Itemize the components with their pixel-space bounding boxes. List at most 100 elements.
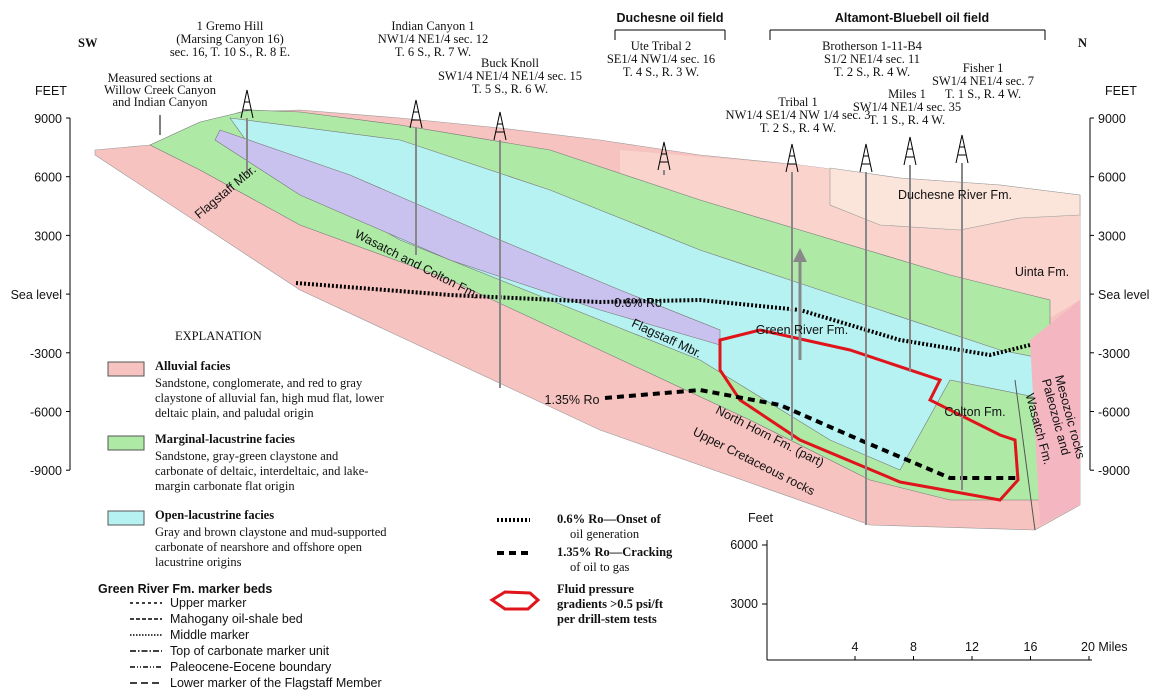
axis-label: -9000 bbox=[1098, 464, 1130, 478]
well-label: Tribal 1 bbox=[778, 95, 817, 109]
unit-label: Duchesne River Fm. bbox=[898, 188, 1012, 202]
swatch-marginal bbox=[107, 435, 145, 451]
marker-item: Top of carbonate marker unit bbox=[170, 644, 330, 658]
arrowhead bbox=[793, 248, 807, 262]
unit-label: 0.6% Ro bbox=[614, 296, 662, 310]
well-label: T. 1 S., R. 4 W. bbox=[945, 87, 1021, 101]
well-label: T. 5 S., R. 6 W. bbox=[472, 82, 548, 96]
derrick bbox=[657, 141, 671, 171]
facies-description: lacustrine origins bbox=[155, 555, 242, 569]
marker-item: Mahogany oil-shale bed bbox=[170, 612, 303, 626]
axis-label: -6000 bbox=[1098, 406, 1130, 420]
well-label: 1 Gremo Hill bbox=[197, 19, 264, 33]
facies-name: Marginal-lacustrine facies bbox=[155, 432, 295, 446]
paleozoic bbox=[1030, 300, 1080, 525]
derrick bbox=[785, 143, 799, 173]
well-label: SE1/4 NW1/4 sec. 16 bbox=[607, 52, 715, 66]
ro-label: 0.6% Ro—Onset of bbox=[557, 512, 662, 526]
well-label: T. 1 S., R. 4 W. bbox=[869, 113, 945, 127]
well-label: SW1/4 NE1/4 sec. 7 bbox=[932, 74, 1034, 88]
measured-sections: Willow Creek Canyon bbox=[104, 83, 217, 97]
derrick bbox=[493, 111, 507, 141]
open-lacustrine bbox=[229, 117, 1051, 471]
derrick bbox=[859, 143, 873, 173]
axis-label: Sea level bbox=[1098, 288, 1149, 302]
well-label: Ute Tribal 2 bbox=[631, 39, 691, 53]
axis-unit: FEET bbox=[1105, 84, 1137, 98]
well-label: Brotherson 1-11-B4 bbox=[822, 39, 923, 53]
facies-name: Alluvial facies bbox=[155, 359, 230, 373]
scale-horizontal-label: 8 bbox=[910, 640, 917, 654]
markers-title: Green River Fm. marker beds bbox=[98, 582, 272, 596]
derrick bbox=[903, 136, 917, 166]
scale-unit: Feet bbox=[748, 511, 774, 525]
scale-horizontal-label: 16 bbox=[1024, 640, 1038, 654]
measured-sections: and Indian Canyon bbox=[112, 95, 208, 109]
derrick bbox=[409, 99, 423, 129]
fluid-label: per drill-stem tests bbox=[557, 612, 657, 626]
unit-label: Uinta Fm. bbox=[1015, 265, 1069, 279]
scale-horizontal-label: 12 bbox=[965, 640, 979, 654]
scale-horizontal-label: 20 Miles bbox=[1081, 640, 1128, 654]
ro-label: oil generation bbox=[570, 527, 640, 541]
fluid-sample bbox=[489, 590, 541, 611]
facies-description: claystone of alluvial fan, high mud flat… bbox=[155, 391, 385, 405]
scale-horizontal-label: 4 bbox=[852, 640, 859, 654]
ro-06-line bbox=[295, 281, 1031, 358]
axis-label: -6000 bbox=[30, 406, 62, 420]
well-label: S1/2 NE1/4 sec. 11 bbox=[824, 52, 920, 66]
unit-label: Colton Fm. bbox=[944, 405, 1005, 419]
well-label: T. 2 S., R. 4 W. bbox=[760, 121, 836, 135]
well-label: SW1/4 NE1/4 NE1/4 sec. 15 bbox=[438, 69, 582, 83]
well-label: Buck Knoll bbox=[481, 56, 540, 70]
derrick bbox=[955, 134, 969, 164]
well-label: Fisher 1 bbox=[963, 61, 1004, 75]
facies-description: carbonate of deltaic, interdeltaic, and … bbox=[155, 464, 368, 478]
well-label: Indian Canyon 1 bbox=[391, 19, 474, 33]
swatch-open bbox=[107, 510, 145, 526]
marker-item: Middle marker bbox=[170, 628, 249, 642]
duchesne-river bbox=[829, 167, 1081, 231]
well-label: T. 4 S., R. 3 W. bbox=[623, 65, 699, 79]
axis-label: 6000 bbox=[1098, 171, 1126, 185]
facies-name: Open-lacustrine facies bbox=[155, 508, 274, 522]
orientation-left: SW bbox=[78, 36, 98, 50]
axis-label: -3000 bbox=[1098, 347, 1130, 361]
field-name: Duchesne oil field bbox=[617, 11, 724, 25]
axis-label: -3000 bbox=[30, 347, 62, 361]
ro-label: 1.35% Ro—Cracking bbox=[557, 545, 673, 559]
ro-label: of oil to gas bbox=[570, 560, 630, 574]
marker-item: Paleocene-Eocene boundary bbox=[170, 660, 332, 674]
facies-description: carbonate of nearshore and offshore open bbox=[155, 540, 363, 554]
swatch-alluvial bbox=[107, 361, 145, 377]
facies-description: Sandstone, conglomerate, and red to gray bbox=[155, 376, 363, 390]
axis-label: 3000 bbox=[34, 229, 62, 243]
axis-label: 9000 bbox=[34, 112, 62, 126]
axis-unit: FEET bbox=[35, 84, 67, 98]
unit-label: 1.35% Ro bbox=[545, 393, 600, 407]
facies-description: margin carbonate flat origin bbox=[155, 479, 295, 493]
explanation-title: EXPLANATION bbox=[175, 329, 262, 343]
fluid-label: Fluid pressure bbox=[557, 582, 634, 596]
axis-label: 9000 bbox=[1098, 112, 1126, 126]
derrick bbox=[240, 89, 254, 119]
axis-label: 3000 bbox=[1098, 229, 1126, 243]
scale-vertical-label: 6000 bbox=[730, 538, 758, 552]
fault bbox=[1014, 379, 1036, 531]
marker-item: Upper marker bbox=[170, 596, 246, 610]
scale-vertical-label: 3000 bbox=[730, 597, 758, 611]
marker-item: Lower marker of the Flagstaff Member bbox=[170, 676, 382, 690]
well-label: NW1/4 NE1/4 sec. 12 bbox=[378, 32, 488, 46]
fluid-label: gradients >0.5 psi/ft bbox=[557, 597, 664, 611]
measured-sections: Measured sections at bbox=[108, 71, 213, 85]
orientation-right: N bbox=[1078, 36, 1087, 50]
axis-label: 6000 bbox=[34, 171, 62, 185]
well-label: T. 6 S., R. 7 W. bbox=[395, 45, 471, 59]
well-label: SW1/4 NE1/4 sec. 35 bbox=[853, 100, 961, 114]
field-name: Altamont-Bluebell oil field bbox=[835, 11, 989, 25]
well-label: T. 2 S., R. 4 W. bbox=[834, 65, 910, 79]
well-label: sec. 16, T. 10 S., R. 8 E. bbox=[170, 45, 290, 59]
legend-swatches bbox=[107, 361, 541, 611]
well-label: (Marsing Canyon 16) bbox=[176, 32, 284, 46]
